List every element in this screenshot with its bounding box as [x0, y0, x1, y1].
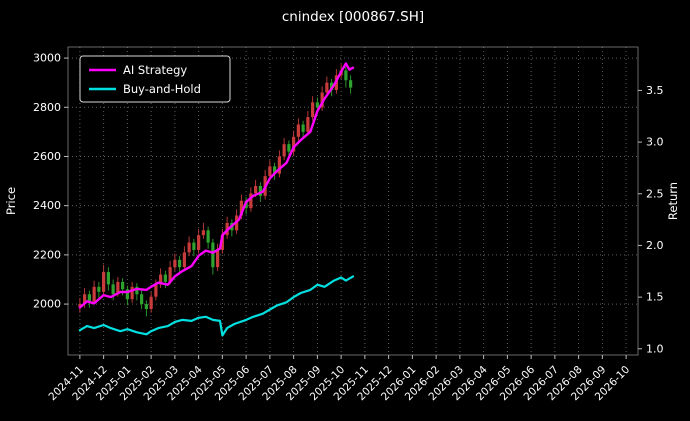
right-axis-title: Return [666, 182, 680, 220]
candle-up [292, 130, 296, 156]
price-tick-label: 2600 [33, 150, 61, 163]
return-tick-label: 2.5 [646, 187, 664, 200]
legend-label: Buy-and-Hold [123, 82, 201, 96]
candle-up [78, 297, 82, 313]
candle-up [320, 86, 324, 111]
left-axis-title: Price [4, 187, 18, 215]
series-buy-and-hold [78, 275, 355, 337]
candle-up [130, 281, 134, 303]
return-tick-label: 2.0 [646, 239, 664, 252]
candle-up [311, 96, 315, 121]
return-tick-label: 1.0 [646, 342, 664, 355]
axis-ticks [64, 57, 642, 359]
chart-title: cnindex [000867.SH] [281, 9, 425, 25]
return-tick-label: 1.5 [646, 291, 664, 304]
price-tick-label: 2200 [33, 248, 61, 261]
candle-down [97, 281, 101, 298]
legend-label: AI Strategy [123, 63, 187, 77]
candle-up [268, 160, 272, 180]
candle-up [187, 236, 191, 257]
candle-up [197, 229, 201, 254]
candle-up [282, 138, 286, 161]
candle-down [273, 162, 277, 180]
price-tick-label: 3000 [33, 52, 61, 65]
candle-up [92, 280, 96, 305]
plot-border [67, 46, 639, 356]
candle-down [125, 285, 129, 306]
candle-up [182, 246, 186, 270]
candle-up [249, 187, 253, 212]
candle-up [216, 243, 220, 271]
candle-up [102, 264, 106, 295]
candle-up [306, 110, 310, 136]
candle-up [201, 222, 205, 239]
candle-down [301, 120, 305, 139]
candle-down [206, 226, 210, 249]
candle-down [344, 66, 348, 88]
candle-up [325, 76, 329, 97]
candle-down [349, 75, 353, 94]
candle-down [192, 238, 196, 257]
candle-up [173, 253, 177, 271]
candle-down [87, 290, 91, 308]
series-ai-strategy [78, 62, 355, 309]
candlesticks [78, 64, 353, 317]
legend: AI Strategy Buy-and-Hold [79, 55, 231, 103]
candle-up [277, 150, 281, 178]
candle-down [211, 238, 215, 275]
candle-down [144, 300, 148, 317]
candle-down [140, 290, 144, 309]
price-tick-label: 2400 [33, 199, 61, 212]
candle-down [106, 267, 110, 291]
price-tick-label: 2800 [33, 101, 61, 114]
legend-box [79, 55, 231, 103]
return-tick-label: 3.5 [646, 84, 664, 97]
candle-down [135, 283, 139, 301]
price-tick-label: 2000 [33, 298, 61, 311]
candle-down [178, 256, 182, 274]
candle-up [159, 268, 163, 289]
return-tick-label: 3.0 [646, 136, 664, 149]
candle-up [149, 291, 153, 313]
candle-up [296, 118, 300, 141]
